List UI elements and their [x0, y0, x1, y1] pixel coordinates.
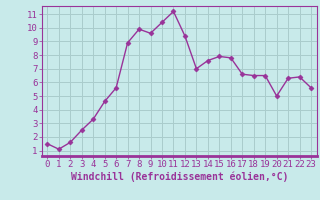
X-axis label: Windchill (Refroidissement éolien,°C): Windchill (Refroidissement éolien,°C): [70, 172, 288, 182]
